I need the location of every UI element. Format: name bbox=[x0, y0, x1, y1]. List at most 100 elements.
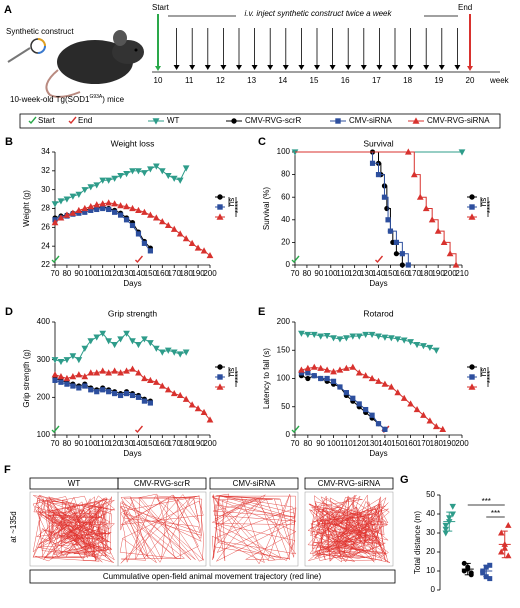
marker bbox=[176, 351, 184, 358]
marker bbox=[63, 357, 71, 364]
marker bbox=[87, 203, 95, 210]
marker bbox=[129, 222, 136, 229]
x-tick-label: 90 bbox=[74, 269, 83, 278]
marker bbox=[129, 392, 136, 399]
marker bbox=[99, 330, 107, 337]
marker bbox=[147, 376, 154, 383]
marker bbox=[375, 421, 382, 427]
legend-box bbox=[19, 113, 501, 129]
marker bbox=[81, 187, 89, 194]
injection-label: i.v. inject synthetic construct twice a … bbox=[244, 9, 392, 18]
arrow-head bbox=[407, 65, 414, 70]
chart-title: Rotarod bbox=[363, 308, 394, 318]
marker bbox=[170, 349, 178, 356]
trajectory bbox=[32, 494, 116, 563]
y-tick-label: 40 bbox=[426, 509, 435, 518]
x-tick-label: 70 bbox=[51, 439, 60, 448]
timeline: 10 11 12 13 14 15 16 17 18 19 20 week bbox=[152, 14, 510, 85]
marker bbox=[432, 347, 440, 354]
y-tick-label: 20 bbox=[281, 238, 290, 247]
marker bbox=[355, 369, 363, 376]
x-tick-label: 180 bbox=[179, 439, 193, 448]
marker bbox=[51, 357, 59, 364]
marker bbox=[200, 247, 208, 254]
marker bbox=[400, 394, 408, 401]
marker bbox=[387, 228, 394, 234]
marker bbox=[387, 383, 395, 390]
marker bbox=[94, 389, 100, 395]
legend-label: Start bbox=[38, 116, 56, 125]
marker bbox=[355, 333, 363, 340]
marker bbox=[310, 331, 318, 338]
significance: ns bbox=[479, 198, 488, 206]
marker bbox=[349, 333, 357, 340]
marker bbox=[452, 261, 460, 268]
marker bbox=[405, 262, 411, 268]
marker bbox=[217, 204, 223, 210]
x-tick-label: 190 bbox=[442, 439, 456, 448]
week-label: 16 bbox=[341, 76, 350, 85]
marker bbox=[135, 206, 142, 213]
arrow-head bbox=[189, 65, 196, 70]
open-field: WT CMV-RVG-scrR CMV-siRNA CMV-RVG-siRNA bbox=[29, 477, 394, 567]
group-label: CMV-RVG-scrR bbox=[134, 479, 191, 488]
marker bbox=[330, 368, 337, 375]
x-tick-label: 160 bbox=[156, 269, 170, 278]
marker bbox=[468, 570, 474, 576]
event-check bbox=[51, 425, 60, 434]
marker bbox=[75, 206, 83, 213]
panel-letter: D bbox=[5, 306, 13, 318]
marker bbox=[82, 383, 88, 389]
marker bbox=[317, 364, 325, 371]
marker bbox=[57, 214, 65, 221]
marker bbox=[51, 219, 59, 226]
marker bbox=[170, 175, 178, 182]
significance: **** bbox=[486, 201, 495, 213]
significance: ns bbox=[227, 368, 236, 376]
marker bbox=[170, 390, 178, 397]
significance: **** bbox=[234, 371, 243, 383]
marker bbox=[323, 366, 331, 373]
marker bbox=[217, 374, 223, 380]
y-axis-label: Grip strength (g) bbox=[22, 349, 31, 408]
x-tick-label: 130 bbox=[365, 439, 379, 448]
marker bbox=[188, 239, 196, 246]
marker bbox=[343, 364, 350, 371]
chart-title: Survival bbox=[363, 138, 393, 148]
y-tick-label: 30 bbox=[426, 528, 435, 537]
marker bbox=[217, 194, 223, 200]
panel-letter: A bbox=[4, 4, 12, 16]
marker bbox=[63, 196, 71, 203]
marker bbox=[369, 412, 375, 418]
arrow-head bbox=[173, 65, 180, 70]
marker bbox=[468, 383, 476, 390]
marker bbox=[336, 336, 344, 343]
event-check bbox=[291, 255, 300, 264]
series-line bbox=[295, 151, 457, 265]
marker bbox=[206, 416, 214, 423]
x-tick-label: 70 bbox=[51, 269, 60, 278]
marker bbox=[105, 369, 113, 376]
marker bbox=[182, 165, 190, 172]
x-tick-label: 110 bbox=[336, 269, 349, 278]
x-tick-label: 170 bbox=[408, 269, 422, 278]
marker bbox=[176, 391, 184, 399]
arrow-head bbox=[298, 65, 305, 70]
marker bbox=[440, 238, 448, 245]
y-tick-label: 10 bbox=[426, 566, 435, 575]
y-tick-label: 28 bbox=[41, 204, 50, 213]
marker bbox=[194, 405, 202, 412]
x-tick-label: 100 bbox=[324, 269, 338, 278]
arrow-head bbox=[329, 65, 336, 70]
event-check bbox=[291, 425, 300, 434]
marker bbox=[135, 168, 142, 175]
legend-label: CMV-siRNA bbox=[349, 116, 392, 125]
marker bbox=[141, 336, 148, 343]
x-tick-label: 110 bbox=[96, 439, 109, 448]
marker bbox=[449, 503, 456, 510]
week-label: 12 bbox=[216, 76, 225, 85]
marker bbox=[368, 331, 376, 338]
marker bbox=[469, 204, 475, 210]
marker bbox=[458, 149, 466, 156]
